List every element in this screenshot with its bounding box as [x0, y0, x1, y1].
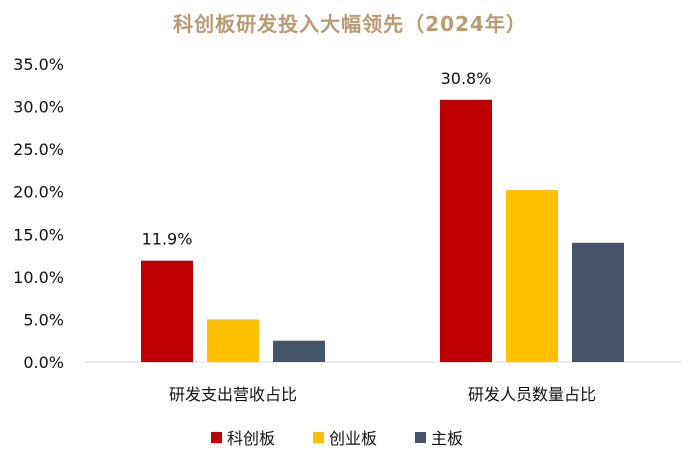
- x-tick-label: 研发支出营收占比: [169, 385, 297, 404]
- bars-group: [141, 100, 624, 362]
- legend-swatch: [211, 432, 222, 443]
- legend-swatch: [415, 432, 426, 443]
- legend-label: 主板: [431, 429, 463, 448]
- data-labels-group: 11.9% 30.8%: [142, 69, 492, 249]
- bar: [273, 341, 325, 362]
- y-tick-label: 0.0%: [23, 353, 64, 372]
- x-axis: 研发支出营收占比 研发人员数量占比: [169, 385, 596, 404]
- legend-label: 创业板: [329, 429, 377, 448]
- bar: [572, 243, 624, 362]
- bar: [141, 261, 193, 362]
- y-tick-label: 35.0%: [13, 55, 64, 74]
- bar: [440, 100, 492, 362]
- x-tick-label: 研发人员数量占比: [468, 385, 596, 404]
- y-tick-label: 25.0%: [13, 140, 64, 159]
- y-tick-label: 5.0%: [23, 310, 64, 329]
- legend-swatch: [313, 432, 324, 443]
- y-tick-label: 10.0%: [13, 268, 64, 287]
- bar: [506, 190, 558, 362]
- data-label: 30.8%: [441, 69, 492, 88]
- y-tick-label: 15.0%: [13, 225, 64, 244]
- legend-label: 科创板: [227, 429, 275, 448]
- bar: [207, 319, 259, 362]
- data-label: 11.9%: [142, 230, 193, 249]
- legend: 科创板 创业板 主板: [211, 429, 463, 448]
- y-axis: 0.0% 5.0% 10.0% 15.0% 20.0% 25.0% 30.0% 35.0%: [13, 55, 64, 372]
- y-tick-label: 20.0%: [13, 183, 64, 202]
- y-tick-label: 30.0%: [13, 98, 64, 117]
